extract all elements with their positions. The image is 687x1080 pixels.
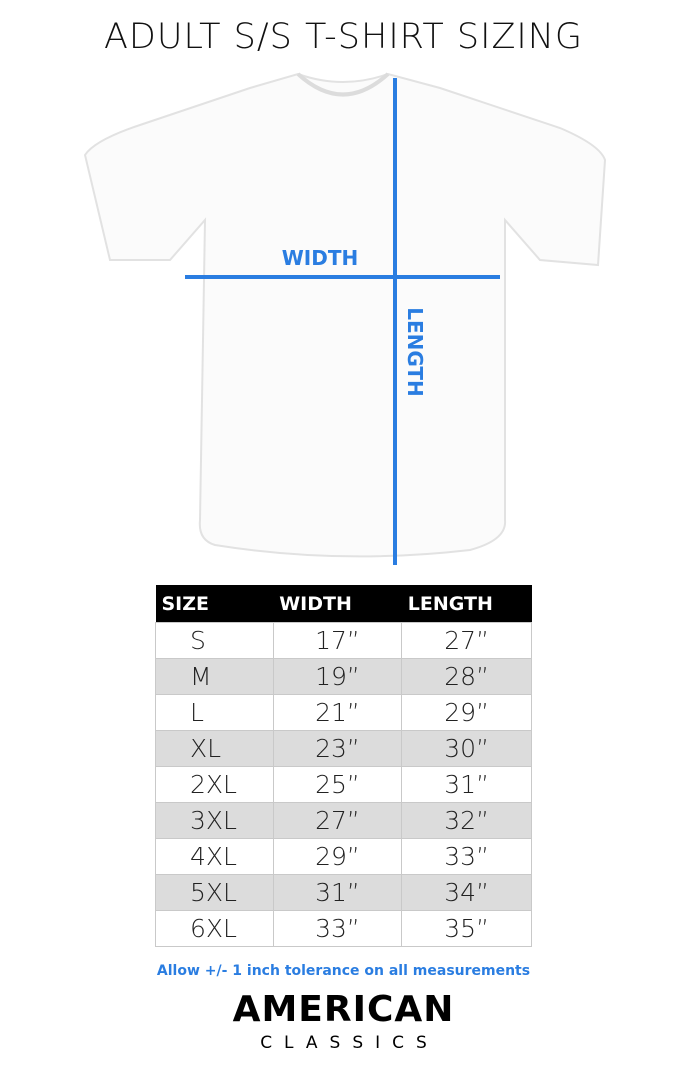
logo-classics: CLASSICS — [260, 1033, 439, 1053]
size-cell: M — [155, 658, 274, 695]
table-row: 2XL 25” 31” — [155, 766, 532, 803]
tshirt-diagram — [83, 72, 607, 565]
width-cell: 21” — [272, 694, 403, 731]
width-cell: 33” — [272, 910, 403, 947]
width-cell: 29” — [272, 838, 403, 875]
tolerance-note: Allow +/- 1 inch tolerance on all measur… — [156, 963, 531, 979]
size-cell: 2XL — [155, 766, 274, 803]
length-cell: 34” — [401, 874, 532, 911]
width-cell: 31” — [272, 874, 403, 911]
width-label: WIDTH — [281, 246, 359, 270]
size-cell: S — [155, 622, 274, 659]
size-cell: L — [155, 694, 274, 731]
length-cell: 32” — [401, 802, 532, 839]
length-cell: 35” — [401, 910, 532, 947]
length-cell: 33” — [401, 838, 532, 875]
table-body: S 17” 27” M 19” 28” L 21” 29” XL 23” 30” 2XL 25” 31” 3X… — [155, 622, 532, 947]
length-cell: 27” — [401, 622, 532, 659]
header-length: LENGTH — [401, 585, 532, 623]
size-table: SIZE WIDTH LENGTH S 17” 27” M 19” 28” L 21” 29” X… — [155, 585, 532, 947]
table-row: L 21” 29” — [155, 694, 532, 731]
page-title: ADULT S/S T-SHIRT SIZING — [103, 17, 584, 57]
width-cell: 23” — [272, 730, 403, 767]
length-label: LENGTH — [403, 307, 427, 397]
table-row: XL 23” 30” — [155, 730, 532, 767]
table-row: S 17” 27” — [155, 622, 532, 659]
length-cell: 31” — [401, 766, 532, 803]
width-cell: 19” — [272, 658, 403, 695]
table-header: SIZE WIDTH LENGTH — [155, 585, 532, 623]
length-cell: 29” — [401, 694, 532, 731]
table-row: 4XL 29” 33” — [155, 838, 532, 875]
width-cell: 25” — [272, 766, 403, 803]
table-row: 6XL 33” 35” — [155, 910, 532, 947]
logo-american: AMERICAN — [232, 989, 455, 1030]
length-cell: 28” — [401, 658, 532, 695]
tshirt-shape — [83, 72, 607, 558]
size-cell: 5XL — [155, 874, 274, 911]
table-row: 3XL 27” 32” — [155, 802, 532, 839]
width-cell: 27” — [272, 802, 403, 839]
table-row: 5XL 31” 34” — [155, 874, 532, 911]
header-size: SIZE — [155, 585, 274, 623]
size-cell: 6XL — [155, 910, 274, 947]
length-cell: 30” — [401, 730, 532, 767]
size-cell: 4XL — [155, 838, 274, 875]
width-cell: 17” — [272, 622, 403, 659]
table-row: M 19” 28” — [155, 658, 532, 695]
tshirt-collar — [296, 72, 390, 97]
size-cell: XL — [155, 730, 274, 767]
size-cell: 3XL — [155, 802, 274, 839]
header-width: WIDTH — [273, 585, 402, 623]
